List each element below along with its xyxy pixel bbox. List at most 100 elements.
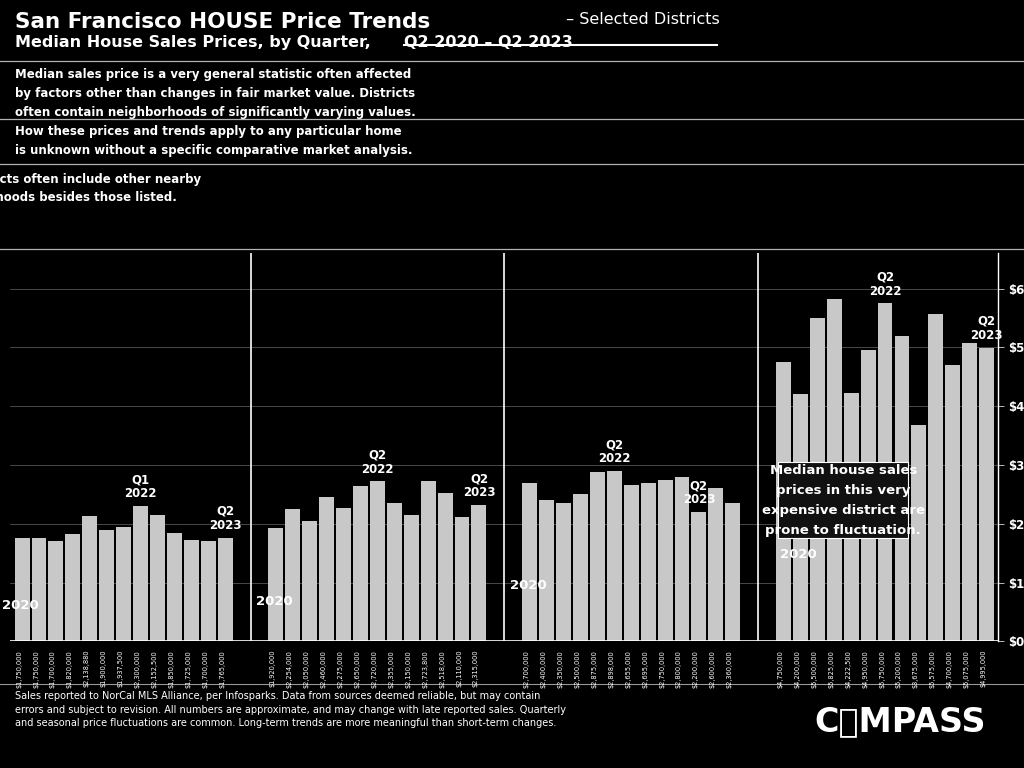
Text: $4,750,000: $4,750,000 (777, 650, 783, 687)
Text: Q1
2022: Q1 2022 (124, 473, 157, 500)
Text: 2020: 2020 (780, 548, 817, 561)
Text: $5,500,000: $5,500,000 (811, 650, 817, 687)
Text: $1,850,000: $1,850,000 (168, 650, 174, 687)
Text: $2,650,000: $2,650,000 (354, 650, 360, 687)
Text: $2,695,000: $2,695,000 (642, 650, 648, 687)
Text: Median sales price is a very general statistic often affected
by factors other t: Median sales price is a very general sta… (15, 68, 416, 118)
Text: $5,200,000: $5,200,000 (896, 650, 902, 687)
Text: San Francisco HOUSE Price Trends: San Francisco HOUSE Price Trends (15, 12, 431, 32)
Bar (218, 538, 232, 641)
Text: $2,360,000: $2,360,000 (727, 650, 733, 687)
Bar (911, 425, 927, 641)
Text: $4,950,000: $4,950,000 (862, 650, 868, 687)
Bar (82, 515, 97, 641)
Text: $2,350,000: $2,350,000 (557, 650, 563, 687)
Text: $2,500,000: $2,500,000 (574, 650, 581, 687)
Text: $2,460,000: $2,460,000 (321, 650, 327, 687)
Bar (286, 509, 300, 641)
Text: Q2 2020 – Q2 2023: Q2 2020 – Q2 2023 (404, 35, 573, 51)
Bar (370, 482, 385, 641)
Bar (709, 488, 723, 641)
Bar (878, 303, 893, 641)
Text: Q2
2023: Q2 2023 (683, 479, 715, 506)
Bar (99, 530, 114, 641)
Text: $5,575,000: $5,575,000 (930, 650, 936, 687)
Text: $2,138,880: $2,138,880 (84, 650, 90, 687)
Text: $2,254,000: $2,254,000 (287, 650, 293, 687)
Bar (929, 313, 943, 641)
Bar (540, 500, 554, 641)
Bar (657, 480, 673, 641)
Bar (691, 512, 707, 641)
Text: Median house sales
prices in this very
expensive district are
prone to fluctuati: Median house sales prices in this very e… (762, 464, 925, 537)
Bar (336, 508, 351, 641)
Text: $2,800,000: $2,800,000 (676, 650, 682, 687)
Text: $2,723,800: $2,723,800 (422, 650, 428, 687)
Text: $2,355,000: $2,355,000 (388, 650, 394, 687)
Bar (471, 505, 486, 641)
Bar (150, 515, 165, 641)
Bar (810, 318, 824, 641)
Text: $4,995,000: $4,995,000 (981, 650, 986, 687)
Text: $2,750,000: $2,750,000 (659, 650, 665, 687)
Text: 2020: 2020 (510, 579, 547, 592)
Text: $1,900,000: $1,900,000 (100, 650, 106, 687)
Text: 2020: 2020 (2, 599, 39, 612)
Bar (844, 393, 859, 641)
Text: $5,825,000: $5,825,000 (828, 650, 835, 687)
Bar (421, 482, 435, 641)
Bar (455, 518, 469, 641)
Bar (776, 362, 791, 641)
Bar (133, 506, 148, 641)
Bar (14, 538, 30, 641)
Bar (963, 343, 977, 641)
Text: $1,765,000: $1,765,000 (219, 650, 225, 687)
Text: Sales reported to NorCal MLS Alliance, per Infosparks. Data from sources deemed : Sales reported to NorCal MLS Alliance, p… (15, 691, 566, 728)
Text: $1,937,500: $1,937,500 (118, 650, 124, 687)
Bar (945, 365, 961, 641)
Bar (725, 502, 740, 641)
Text: Q2
2023: Q2 2023 (971, 315, 1002, 342)
Text: $2,400,000: $2,400,000 (541, 650, 547, 687)
Bar (624, 485, 639, 641)
Text: CⓄMPASS: CⓄMPASS (814, 705, 985, 738)
Text: Median House Sales Prices, by Quarter,: Median House Sales Prices, by Quarter, (15, 35, 377, 51)
Bar (319, 497, 334, 641)
Text: $2,600,000: $2,600,000 (710, 650, 716, 687)
Bar (201, 541, 216, 641)
Text: $2,110,000: $2,110,000 (456, 650, 462, 687)
Text: $2,700,000: $2,700,000 (523, 650, 529, 687)
Text: $2,275,000: $2,275,000 (338, 650, 344, 687)
Text: $1,725,000: $1,725,000 (185, 650, 191, 687)
Text: – Selected Districts: – Selected Districts (561, 12, 720, 28)
Bar (184, 540, 199, 641)
Text: $2,875,000: $2,875,000 (592, 650, 597, 687)
Bar (437, 493, 453, 641)
Text: $2,898,000: $2,898,000 (608, 650, 614, 687)
Text: $1,750,000: $1,750,000 (16, 650, 23, 687)
Text: $2,152,500: $2,152,500 (152, 650, 158, 687)
Text: $1,920,000: $1,920,000 (270, 650, 275, 687)
Text: 2020: 2020 (256, 595, 293, 608)
Bar (860, 350, 876, 641)
Text: Q2
2023: Q2 2023 (209, 505, 242, 531)
Bar (641, 483, 655, 641)
Bar (167, 532, 182, 641)
Bar (66, 535, 80, 641)
Bar (522, 482, 538, 641)
Text: $1,820,000: $1,820,000 (67, 650, 73, 687)
Text: $2,315,000: $2,315,000 (473, 650, 479, 687)
Text: $4,200,000: $4,200,000 (795, 650, 801, 687)
Text: $2,518,000: $2,518,000 (439, 650, 445, 687)
Text: $4,700,000: $4,700,000 (947, 650, 952, 687)
Bar (116, 528, 131, 641)
Text: $3,675,000: $3,675,000 (912, 650, 919, 687)
Bar (387, 503, 401, 641)
Text: $2,720,000: $2,720,000 (372, 650, 378, 687)
Bar (675, 477, 689, 641)
Bar (590, 472, 605, 641)
Text: $1,700,000: $1,700,000 (202, 650, 208, 687)
Text: $2,150,000: $2,150,000 (406, 650, 412, 687)
Text: How these prices and trends apply to any particular home
is unknown without a sp: How these prices and trends apply to any… (15, 125, 413, 157)
Text: $2,050,000: $2,050,000 (304, 650, 309, 687)
